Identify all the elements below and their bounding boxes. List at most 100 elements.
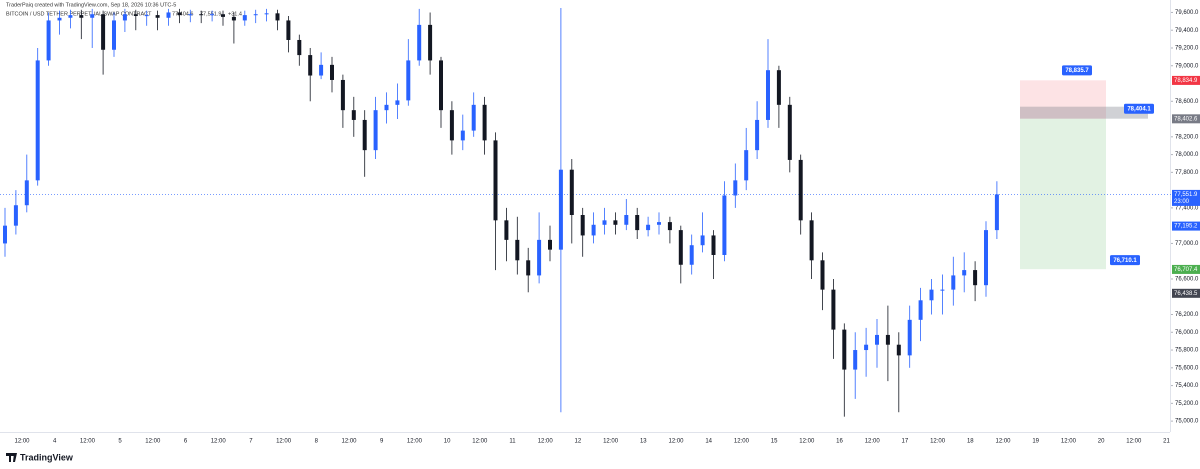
- candle-body: [122, 14, 127, 21]
- x-tick-label: 20: [1098, 439, 1105, 445]
- candle-body: [24, 180, 29, 206]
- x-tick-label: 17: [902, 439, 909, 445]
- candle-body: [362, 119, 367, 151]
- x-tick-label: 12:00: [799, 439, 815, 445]
- x-tick-label: 12:00: [14, 439, 30, 445]
- candle-body: [471, 104, 476, 131]
- candle-body: [875, 334, 879, 345]
- candle-body: [275, 13, 280, 21]
- candle-body: [199, 14, 204, 16]
- y-tick-label: 77,000.0: [1175, 241, 1199, 247]
- candle-body: [373, 110, 378, 151]
- candle-body: [907, 319, 912, 356]
- x-tick-label: 12:00: [538, 439, 554, 445]
- candle-body: [35, 60, 40, 181]
- candle-body: [667, 222, 672, 231]
- y-tick-label: 78,000.0: [1175, 152, 1199, 158]
- candle-body: [896, 344, 901, 356]
- candle-body: [766, 70, 770, 120]
- x-tick-label: 12:00: [668, 439, 684, 445]
- position-label: 76,710.1: [1113, 258, 1137, 264]
- position-label-box: [1062, 65, 1092, 76]
- x-tick-label: 12:00: [407, 439, 423, 445]
- candle-body: [68, 15, 73, 18]
- candle-body: [613, 220, 618, 225]
- candle-body: [319, 64, 324, 76]
- x-tick-label: 12:00: [80, 439, 96, 445]
- position-label-box: [1124, 103, 1154, 114]
- candle-body: [330, 64, 334, 80]
- candle-body: [918, 300, 923, 320]
- candle-body: [820, 260, 825, 290]
- y-tick-label: 79,600.0: [1175, 10, 1199, 16]
- candle-body: [711, 235, 716, 255]
- candle-body: [624, 215, 629, 225]
- x-tick-label: 6: [184, 439, 188, 445]
- last-price-box: [1172, 189, 1200, 206]
- x-tick-label: 12:00: [603, 439, 619, 445]
- candle-body: [3, 225, 7, 244]
- candle-body: [984, 230, 988, 286]
- candle-body: [417, 24, 422, 61]
- candle-body: [537, 239, 542, 276]
- brand: TradingView: [20, 452, 74, 462]
- x-tick-label: 11: [509, 439, 516, 445]
- x-tick-label: 12:00: [930, 439, 946, 445]
- x-tick-label: 12: [575, 439, 582, 445]
- candle-body: [940, 289, 945, 291]
- y-tick-label: 75,800.0: [1175, 348, 1199, 354]
- candle-body: [46, 20, 51, 61]
- x-tick-label: 12:00: [734, 439, 750, 445]
- candle-body: [700, 235, 705, 246]
- candle-body: [548, 239, 552, 250]
- candle-body: [994, 194, 999, 231]
- candle-body: [286, 20, 291, 40]
- candle-body: [526, 260, 531, 276]
- candle-body: [635, 215, 640, 231]
- y-tick-label: 79,000.0: [1175, 63, 1199, 69]
- candle-body: [449, 110, 454, 141]
- candle-body: [569, 169, 574, 216]
- x-tick-label: 12:00: [145, 439, 161, 445]
- x-tick-label: 12:00: [211, 439, 227, 445]
- candle-body: [733, 180, 738, 196]
- candle-body: [591, 224, 596, 236]
- y-tick-label: 79,400.0: [1175, 28, 1199, 34]
- x-tick-label: 18: [967, 439, 974, 445]
- y-tick-label: 77,400.0: [1175, 205, 1199, 211]
- candle-body: [580, 215, 585, 236]
- candle-body: [929, 289, 934, 301]
- candle-body: [689, 245, 694, 265]
- candle-body: [744, 150, 749, 181]
- price-label: 78,402.6: [1174, 116, 1198, 122]
- price-label: 76,707.4: [1174, 267, 1198, 273]
- candle-body: [340, 79, 345, 111]
- position-label: 78,835.7: [1065, 68, 1089, 74]
- candle-body: [831, 289, 836, 330]
- candle-body: [188, 14, 193, 16]
- last-price-time: 23:00: [1174, 199, 1190, 205]
- candle-body: [210, 14, 215, 16]
- candle-body: [798, 159, 803, 221]
- price-label-box: [1172, 75, 1200, 85]
- candle-body: [90, 14, 95, 18]
- candle-body: [177, 12, 182, 16]
- candle-body: [558, 169, 563, 250]
- y-tick-label: 75,400.0: [1175, 383, 1199, 389]
- candle-body: [864, 344, 869, 351]
- candle-body: [351, 110, 356, 120]
- y-tick-label: 77,800.0: [1175, 170, 1199, 176]
- x-tick-label: 12:00: [472, 439, 488, 445]
- x-tick-label: 15: [771, 439, 778, 445]
- candle-body: [166, 12, 171, 18]
- candle-body: [13, 205, 18, 226]
- candle-body: [493, 140, 498, 221]
- candle-body: [155, 15, 160, 18]
- x-tick-label: 12:00: [1126, 439, 1142, 445]
- candle-body: [755, 119, 760, 151]
- candle-body: [951, 275, 956, 290]
- candle-body: [242, 15, 247, 21]
- candle-body: [428, 24, 433, 61]
- x-tick-label: 12:00: [995, 439, 1011, 445]
